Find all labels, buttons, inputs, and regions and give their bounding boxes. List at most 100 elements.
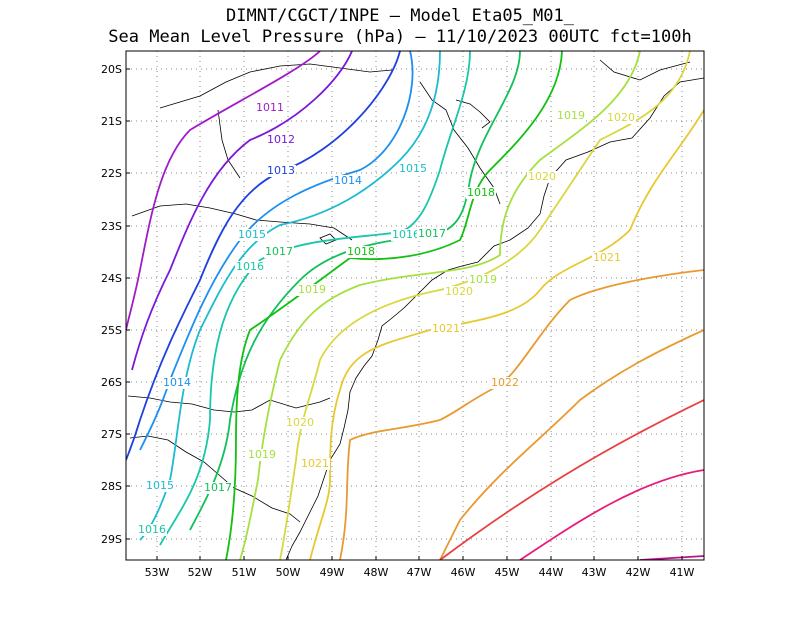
- isobar-label-bg: [247, 449, 277, 461]
- map-frame: [125, 50, 705, 561]
- isobar-label-bg: [300, 458, 330, 470]
- lon-tick-label: 44W: [539, 566, 564, 579]
- isobar-label: 1017: [265, 245, 293, 258]
- lon-tick-label: 48W: [364, 566, 389, 579]
- isobar-1015: [139, 51, 441, 541]
- isobar-label-bg: [162, 377, 192, 389]
- lat-tick-label: 28S: [101, 480, 122, 493]
- isobar-1019: [239, 51, 641, 560]
- reservoir: [455, 99, 491, 129]
- isobar-lines: [126, 51, 704, 560]
- lon-tick-label: 46W: [451, 566, 476, 579]
- lon-tick-label: 50W: [276, 566, 301, 579]
- isobar-label: 1021: [301, 457, 329, 470]
- isobar-label: 1015: [146, 479, 174, 492]
- lon-tick-label: 42W: [626, 566, 651, 579]
- state-border-es: [599, 59, 691, 81]
- isobar-label: 1021: [593, 251, 621, 264]
- isobar-label-bg: [490, 377, 520, 389]
- isobar-label: 1017: [204, 481, 232, 494]
- isobar-label-bg: [237, 229, 267, 241]
- lon-tick-label: 51W: [232, 566, 257, 579]
- isobar-1022-east: [439, 329, 704, 560]
- isobar-label: 1019: [248, 448, 276, 461]
- isobar-label-bg: [285, 417, 315, 429]
- isobar-label-bg: [444, 286, 474, 298]
- isobar-label-bg: [431, 323, 461, 335]
- isobar-label-bg: [346, 246, 376, 258]
- state-border-pr: [131, 203, 353, 241]
- isobar-label-bg: [417, 228, 447, 240]
- lat-tick-label: 20S: [101, 63, 122, 76]
- state-border-west: [217, 109, 241, 179]
- isobar-label-bg: [266, 134, 296, 146]
- isobar-label: 1019: [298, 283, 326, 296]
- isobar-label: 1016: [392, 228, 420, 241]
- isobar-labels: 1011 1012 1013 1014 1014 1015 1015 1015 1016 1016…: [137, 101, 636, 536]
- lat-tick-label: 21S: [101, 115, 122, 128]
- isobar-label-bg: [255, 102, 285, 114]
- isobar-label: 1013: [267, 164, 295, 177]
- isobar-1022: [339, 269, 704, 560]
- isobar-label: 1018: [347, 245, 375, 258]
- lat-tick-label: 26S: [101, 376, 122, 389]
- state-border-rs: [129, 435, 301, 523]
- isobar-label-bg: [606, 112, 636, 124]
- lat-tick-label: 24S: [101, 272, 122, 285]
- title-line-2: Sea Mean Level Pressure (hPa) – 11/10/20…: [108, 27, 692, 47]
- isobar-label-bg: [468, 274, 498, 286]
- lat-tick-label: 27S: [101, 428, 122, 441]
- isobar-label: 1015: [399, 162, 427, 175]
- isobar-label-bg: [398, 163, 428, 175]
- isobar-label-bg: [137, 524, 167, 536]
- lat-tick-label: 29S: [101, 533, 122, 546]
- isobar-label-bg: [556, 110, 586, 122]
- lat-tick-label: 22S: [101, 167, 122, 180]
- isobar-1020: [279, 51, 691, 560]
- isobar-label-bg: [203, 482, 233, 494]
- lon-tick-label: 53W: [145, 566, 170, 579]
- coastline: [285, 77, 704, 560]
- isobar-label: 1011: [256, 101, 284, 114]
- isobar-1012: [131, 51, 353, 371]
- isobar-label-bg: [266, 165, 296, 177]
- isobar-1011: [126, 51, 321, 331]
- isobar-label-bg: [333, 175, 363, 187]
- isobar-label-bg: [264, 246, 294, 258]
- isobar-label-bg: [466, 187, 496, 199]
- isobar-label: 1018: [467, 186, 495, 199]
- isobar-label: 1020: [528, 170, 556, 183]
- isobar-label: 1014: [163, 376, 191, 389]
- lon-tick-label: 41W: [670, 566, 695, 579]
- lat-tick-label: 23S: [101, 220, 122, 233]
- isobar-label-bg: [391, 229, 421, 241]
- isobar-label: 1016: [138, 523, 166, 536]
- isobar-label: 1020: [607, 111, 635, 124]
- high-pressure-lines: [439, 399, 704, 560]
- isobar-label-bg: [592, 252, 622, 264]
- isobar-label: 1020: [286, 416, 314, 429]
- isobar-label: 1022: [491, 376, 519, 389]
- lon-tick-label: 45W: [495, 566, 520, 579]
- isobar-1018: [225, 51, 563, 560]
- lon-tick-label: 43W: [582, 566, 607, 579]
- isobar-label: 1015: [238, 228, 266, 241]
- isobar-label: 1021: [432, 322, 460, 335]
- isobar-label: 1017: [418, 227, 446, 240]
- isobar-label-bg: [527, 171, 557, 183]
- isobar-label-bg: [145, 480, 175, 492]
- axis-ticks: 20S 21S 22S 23S 24S 25S 26S 27S 28S 29S 53W 52W 51W 5…: [101, 63, 695, 579]
- isobar-label: 1020: [445, 285, 473, 298]
- state-border-mg: [159, 63, 393, 109]
- isobar-1016: [159, 51, 471, 546]
- isobar-label-bg: [235, 261, 265, 273]
- isobar-label: 1012: [267, 133, 295, 146]
- isobar-1021: [309, 109, 704, 560]
- lon-tick-label: 49W: [320, 566, 345, 579]
- isobar-label: 1019: [557, 109, 585, 122]
- title-line-1: DIMNT/CGCT/INPE – Model Eta05_M01_: [226, 6, 574, 26]
- lon-tick-label: 52W: [188, 566, 213, 579]
- isobar-label: 1016: [236, 260, 264, 273]
- lat-tick-label: 25S: [101, 324, 122, 337]
